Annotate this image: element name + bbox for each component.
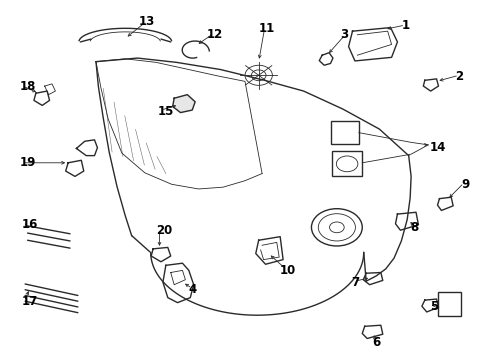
- Bar: [332, 151, 362, 176]
- Text: 17: 17: [21, 295, 37, 308]
- Text: 10: 10: [280, 264, 296, 277]
- Text: 6: 6: [372, 336, 380, 348]
- Text: 11: 11: [259, 22, 275, 35]
- Text: 19: 19: [19, 156, 36, 169]
- Text: 5: 5: [430, 300, 438, 313]
- Bar: [331, 121, 359, 144]
- Text: 12: 12: [207, 28, 223, 41]
- Bar: [438, 292, 462, 316]
- Text: 7: 7: [351, 276, 360, 289]
- Text: 14: 14: [430, 140, 446, 153]
- Text: 18: 18: [19, 80, 36, 93]
- Text: 13: 13: [139, 15, 155, 28]
- Text: 1: 1: [401, 19, 410, 32]
- Text: 15: 15: [158, 105, 174, 118]
- Text: 9: 9: [461, 178, 469, 191]
- Polygon shape: [172, 95, 195, 113]
- Text: 4: 4: [189, 283, 197, 296]
- Text: 16: 16: [21, 218, 38, 231]
- Text: 3: 3: [340, 28, 348, 41]
- Text: 2: 2: [455, 69, 463, 82]
- Text: 8: 8: [410, 221, 418, 234]
- Text: 20: 20: [156, 224, 172, 238]
